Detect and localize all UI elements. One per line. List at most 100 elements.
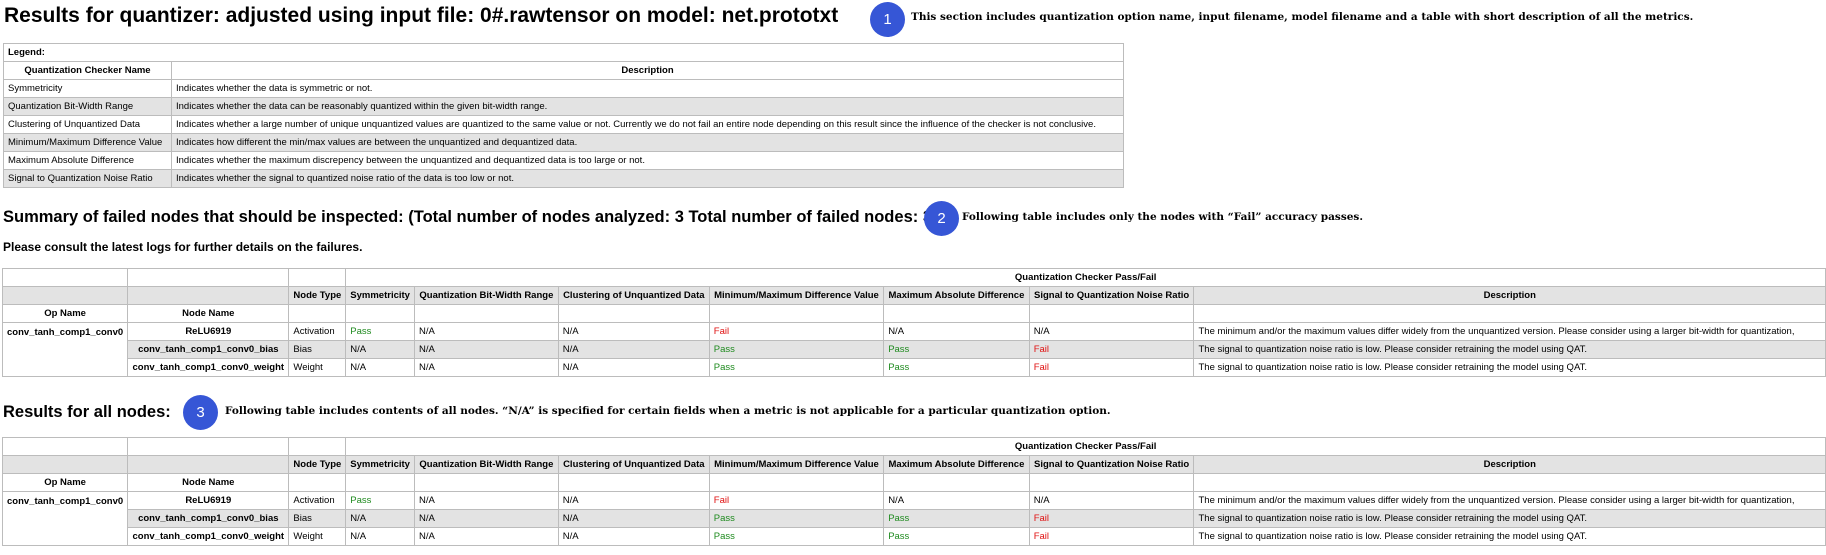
row: conv_tanh_comp1_conv0 ReLU6919 Activation P… <box>1 491 1826 546</box>
legend-title: Legend: <box>2 43 1125 62</box>
row: Symmetricity Indicates whether the data i… <box>3 79 1125 98</box>
cell <box>708 473 885 492</box>
cell <box>127 437 290 456</box>
cell: Indicates whether the data is symmetric … <box>170 79 1125 98</box>
cell: Maximum Absolute Difference <box>3 151 172 170</box>
row: conv_tanh_comp1_conv0_weight Weight N/A N/A… <box>3 358 1826 377</box>
cell: N/A <box>345 527 415 546</box>
cell: N/A <box>413 509 559 528</box>
cell <box>883 304 1030 323</box>
legend-table: Legend: Quantization Checker Name Descript… <box>2 43 1125 188</box>
cell: Pass <box>345 491 415 510</box>
column-header: Clustering of Unquantized Data <box>557 286 710 305</box>
row: Legend: <box>2 43 1125 62</box>
cell: Quantization Bit-Width Range <box>3 97 172 116</box>
cell: N/A <box>883 491 1030 510</box>
cell: Bias <box>288 509 347 528</box>
cell: N/A <box>345 340 415 359</box>
cell: Fail <box>1028 340 1195 359</box>
row-header: Op Name <box>1 473 129 492</box>
column-header: Symmetricity <box>345 455 415 474</box>
cell: Bias <box>288 340 347 359</box>
row: Signal to Quantization Noise Ratio Indica… <box>3 169 1125 188</box>
node-name: ReLU6919 <box>127 322 290 341</box>
cell: Pass <box>708 358 885 377</box>
cell: N/A <box>557 322 710 341</box>
group-header: Quantization Checker Pass/Fail <box>345 437 1826 456</box>
cell <box>127 286 290 305</box>
all-nodes-table: Quantization Checker Pass/Fail Node Type S… <box>1 437 1826 546</box>
column-header: Clustering of Unquantized Data <box>557 455 710 474</box>
note: Please consult the latest logs for furth… <box>3 240 363 254</box>
cell: Pass <box>708 509 885 528</box>
cell <box>1028 304 1195 323</box>
cell: Clustering of Unquantized Data <box>3 115 172 134</box>
row: conv_tanh_comp1_conv0_bias Bias N/A N/A N/A P… <box>3 340 1826 359</box>
row-header: Op Name <box>1 304 129 323</box>
header-row: Node Type Symmetricity Quantization Bit-Wi… <box>1 286 1826 305</box>
cell: N/A <box>557 491 710 510</box>
column-header: Signal to Quantization Noise Ratio <box>1028 455 1195 474</box>
cell: The signal to quantization noise ratio i… <box>1193 358 1826 377</box>
cell <box>1 268 129 287</box>
cell: N/A <box>1028 322 1195 341</box>
badge: 3 <box>183 395 218 430</box>
cell: Indicates whether the data can be reason… <box>170 97 1125 116</box>
cell: Fail <box>708 491 885 510</box>
cell: The minimum and/or the maximum values di… <box>1193 491 1826 510</box>
column-header: Quantization Checker Name <box>3 61 172 80</box>
page-title: Results for quantizer: adjusted using in… <box>4 4 839 27</box>
cell: N/A <box>345 509 415 528</box>
cell: Pass <box>883 340 1030 359</box>
cell: N/A <box>413 358 559 377</box>
cell: The minimum and/or the maximum values di… <box>1193 322 1826 341</box>
cell <box>1193 304 1826 323</box>
cell: Pass <box>708 527 885 546</box>
cell <box>1193 473 1826 492</box>
badge: 2 <box>924 201 959 236</box>
row: Clustering of Unquantized Data Indicates … <box>3 115 1125 134</box>
cell: Symmetricity <box>3 79 172 98</box>
row: Quantization Bit-Width Range Indicates wh… <box>3 97 1125 116</box>
row: Maximum Absolute Difference Indicates whe… <box>3 151 1125 170</box>
cell: Indicates whether a large number of uniq… <box>170 115 1125 134</box>
column-header: Minimum/Maximum Difference Value <box>708 286 885 305</box>
cell: Indicates whether the signal to quantize… <box>170 169 1125 188</box>
cell: N/A <box>883 322 1030 341</box>
cell: N/A <box>413 527 559 546</box>
column-header: Symmetricity <box>345 286 415 305</box>
header-row: Op Name Node Name <box>1 304 1826 323</box>
failed-nodes-table: Quantization Checker Pass/Fail Node Type S… <box>1 268 1826 377</box>
group-header: Quantization Checker Pass/Fail <box>345 268 1826 287</box>
cell: N/A <box>1028 491 1195 510</box>
cell: Pass <box>883 358 1030 377</box>
annotation: Following table includes contents of all… <box>225 405 1111 417</box>
cell: The signal to quantization noise ratio i… <box>1193 340 1826 359</box>
cell: Fail <box>1028 358 1195 377</box>
cell: Indicates whether the maximum discrepenc… <box>170 151 1125 170</box>
cell <box>557 473 710 492</box>
node-name: conv_tanh_comp1_conv0_bias <box>127 509 290 528</box>
cell <box>1 455 129 474</box>
cell: Fail <box>1028 527 1195 546</box>
cell: Fail <box>1028 509 1195 528</box>
row: Minimum/Maximum Difference Value Indicate… <box>3 133 1125 152</box>
column-header: Signal to Quantization Noise Ratio <box>1028 286 1195 305</box>
cell: N/A <box>345 358 415 377</box>
cell <box>127 455 290 474</box>
cell: N/A <box>413 340 559 359</box>
cell <box>288 437 347 456</box>
column-header: Description <box>170 61 1125 80</box>
cell <box>1 286 129 305</box>
op-name: conv_tanh_comp1_conv0 <box>1 491 129 546</box>
annotation: This section includes quantization optio… <box>911 11 1694 23</box>
cell: Pass <box>345 322 415 341</box>
column-header: Quantization Bit-Width Range <box>413 455 559 474</box>
cell <box>345 304 415 323</box>
cell: N/A <box>413 491 559 510</box>
cell: Signal to Quantization Noise Ratio <box>3 169 172 188</box>
cell: N/A <box>557 527 710 546</box>
header-row: Quantization Checker Name Description <box>3 61 1125 80</box>
cell: N/A <box>413 322 559 341</box>
